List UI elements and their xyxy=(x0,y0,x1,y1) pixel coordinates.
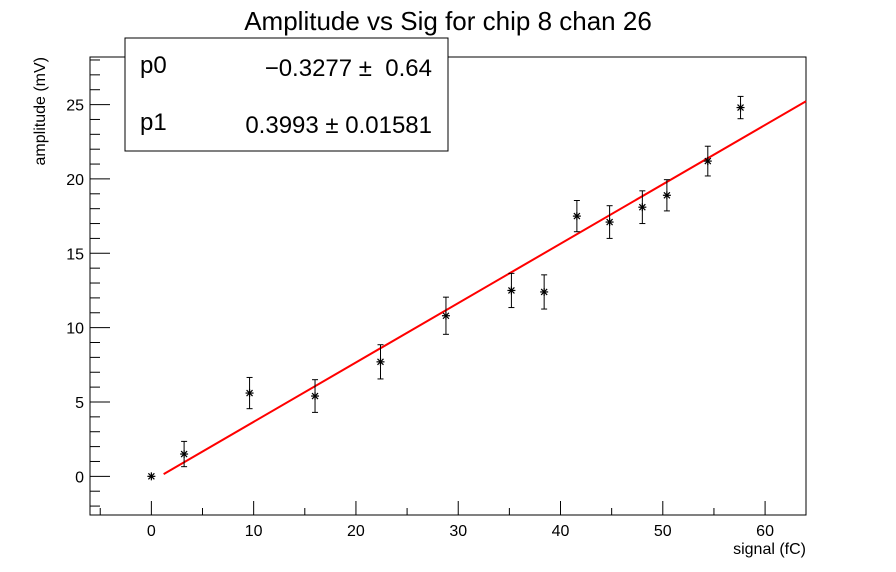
x-tick-label: 10 xyxy=(245,523,263,540)
x-tick-label: 50 xyxy=(654,523,672,540)
y-tick-label: 10 xyxy=(66,321,84,338)
data-point xyxy=(703,145,712,177)
data-point xyxy=(180,440,189,468)
data-point xyxy=(311,379,320,413)
x-axis: 0 10 20 30 40 50 60 xyxy=(99,501,774,540)
stat-p1-value: 0.3993 ± 0.01581 xyxy=(245,112,432,139)
marker-stroke xyxy=(606,218,614,226)
data-point xyxy=(441,296,450,335)
data-point xyxy=(736,95,745,120)
y-tick-label: 15 xyxy=(66,246,84,263)
data-point xyxy=(605,205,614,239)
marker-stroke xyxy=(442,312,450,320)
data-point xyxy=(572,199,581,233)
marker-stroke xyxy=(540,288,548,296)
fit-line xyxy=(163,100,807,475)
marker-stroke xyxy=(573,212,581,220)
stat-p0-name: p0 xyxy=(140,52,167,79)
data-point xyxy=(662,179,671,212)
data-point xyxy=(245,376,254,410)
x-tick-label: 40 xyxy=(552,523,570,540)
y-axis: 0 5 10 15 20 25 xyxy=(66,59,110,507)
marker-stroke xyxy=(663,191,671,199)
data-points xyxy=(147,95,745,481)
chart-title: Amplitude vs Sig for chip 8 chan 26 xyxy=(244,6,652,36)
x-tick-label: 30 xyxy=(449,523,467,540)
stat-p0-value: −0.3277 ± 0.64 xyxy=(265,55,432,82)
data-point xyxy=(507,272,516,309)
y-tick-label: 0 xyxy=(75,469,84,486)
x-tick-label: 60 xyxy=(756,523,774,540)
data-point xyxy=(638,190,647,225)
marker-stroke xyxy=(246,389,253,397)
y-axis-label: amplitude (mV) xyxy=(32,57,49,165)
marker-stroke xyxy=(147,472,155,480)
marker-stroke xyxy=(507,287,515,294)
stats-box-frame xyxy=(124,37,449,152)
y-tick-label: 5 xyxy=(75,395,84,412)
stat-p1-name: p1 xyxy=(140,109,167,136)
data-point xyxy=(540,274,549,310)
marker-stroke xyxy=(377,358,384,366)
marker-stroke xyxy=(704,157,712,165)
data-point xyxy=(147,472,156,481)
y-tick-label: 25 xyxy=(66,98,84,115)
marker-stroke xyxy=(180,450,188,458)
y-tick-label: 20 xyxy=(66,172,84,189)
data-point xyxy=(376,344,385,380)
marker-stroke xyxy=(737,104,744,111)
stats-box: p0 −0.3277 ± 0.64 p1 0.3993 ± 0.01581 xyxy=(124,37,449,152)
x-tick-label: 0 xyxy=(147,523,156,540)
marker-stroke xyxy=(311,392,319,400)
x-tick-label: 20 xyxy=(347,523,365,540)
marker-stroke xyxy=(638,203,646,211)
x-axis-label: signal (fC) xyxy=(733,541,806,558)
